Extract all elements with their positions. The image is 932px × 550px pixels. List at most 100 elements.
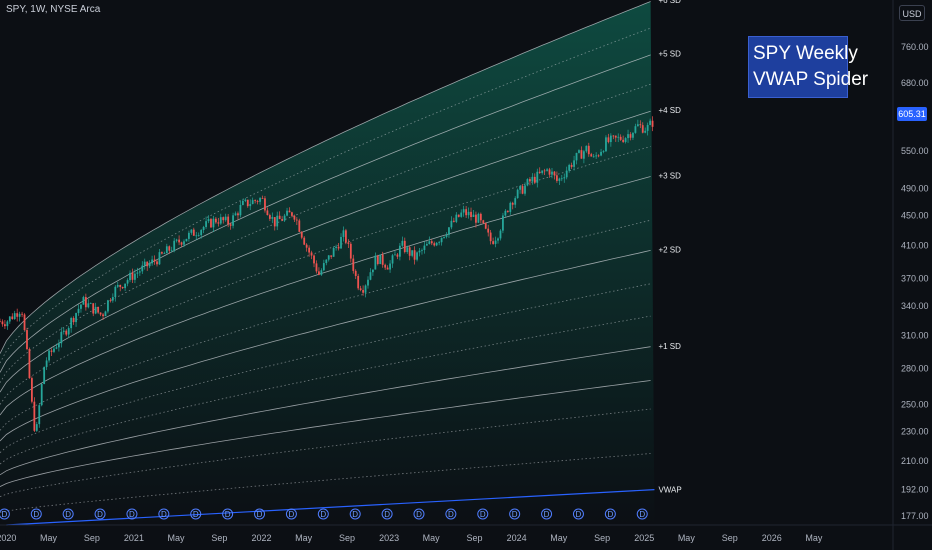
time-tick-label: May — [550, 533, 568, 543]
candle-body — [148, 263, 151, 267]
candle-body — [614, 135, 617, 138]
candle-body — [609, 135, 612, 143]
candle-body — [406, 247, 409, 253]
currency-button[interactable]: USD — [899, 5, 925, 21]
candle-body — [502, 215, 504, 231]
candle-body — [11, 316, 14, 320]
candle-body — [202, 226, 205, 231]
dividend-marker-label: D — [225, 510, 231, 519]
candle-body — [237, 213, 239, 216]
sd-band-line — [0, 346, 651, 476]
candle-body — [538, 171, 541, 173]
candle-body — [617, 136, 620, 138]
candle-body — [440, 237, 443, 243]
dividend-marker-label: D — [607, 510, 613, 519]
candle-body — [553, 171, 556, 176]
sd-band-line — [0, 380, 651, 487]
dividend-marker-label: D — [193, 510, 199, 519]
candle-body — [212, 218, 215, 228]
candle-body — [573, 160, 575, 167]
dividend-marker-label: D — [97, 510, 103, 519]
candle-body — [470, 211, 472, 217]
candle-body — [497, 238, 499, 241]
candle-body — [318, 271, 320, 275]
candle-body — [97, 306, 100, 313]
price-tick-label: 760.00 — [901, 42, 929, 52]
candle-body — [359, 288, 362, 291]
candle-body — [6, 321, 9, 327]
candle-body — [161, 252, 163, 254]
price-tick-label: 450.00 — [901, 211, 929, 221]
candle-body — [425, 243, 428, 246]
candle-body — [82, 297, 85, 305]
candle-body — [239, 204, 242, 216]
time-tick-label: May — [805, 533, 823, 543]
candle-body — [568, 164, 571, 171]
title-line-2: VWAP Spider — [753, 69, 869, 90]
candle-body — [35, 424, 38, 431]
candle-body — [214, 218, 217, 223]
candle-body — [87, 303, 90, 308]
candle-body — [506, 210, 509, 212]
candle-body — [16, 313, 19, 317]
candle-body — [531, 176, 534, 182]
price-tick-label: 250.00 — [901, 400, 929, 410]
candle-body — [43, 366, 46, 385]
candle-body — [362, 290, 364, 293]
candle-body — [379, 254, 382, 265]
candle-body — [602, 151, 605, 152]
candle-body — [266, 210, 269, 216]
candle-body — [649, 120, 652, 125]
candle-body — [509, 202, 512, 212]
candle-body — [548, 169, 551, 175]
candle-body — [99, 312, 102, 315]
dividend-marker — [158, 508, 170, 520]
dividend-marker — [381, 508, 393, 520]
candle-body — [516, 189, 519, 199]
candle-body — [129, 272, 131, 281]
candle-body — [175, 239, 178, 241]
title-line-1: SPY Weekly — [753, 43, 858, 64]
dividend-marker — [190, 508, 202, 520]
candle-body — [38, 405, 41, 425]
candle-body — [192, 229, 195, 236]
candle-body — [313, 255, 315, 264]
sd-band-label: +4 SD — [658, 106, 681, 115]
candle-body — [207, 219, 210, 222]
candle-body — [178, 239, 180, 243]
dividend-marker-label: D — [352, 510, 358, 519]
candle-body — [519, 186, 521, 190]
price-tick-label: 177.00 — [901, 511, 929, 521]
candle-body — [438, 242, 441, 244]
candle-body — [116, 284, 119, 287]
candle-body — [494, 240, 497, 244]
band-fill — [0, 1, 655, 525]
candle-body — [173, 240, 176, 251]
candle-body — [75, 313, 77, 323]
candle-body — [276, 215, 279, 227]
candle-body — [273, 217, 276, 227]
candle-body — [563, 177, 566, 179]
candle-body — [80, 304, 82, 309]
candle-body — [364, 285, 367, 293]
candle-body — [327, 255, 330, 260]
candle-body — [57, 343, 60, 348]
candle-body — [629, 134, 632, 138]
candle-body — [462, 209, 465, 213]
time-tick-label: Sep — [467, 533, 483, 543]
dividend-marker — [477, 508, 489, 520]
candle-body — [595, 155, 598, 157]
price-axis[interactable]: 760.00 680.00 550.00 490.00 450.00 410.00 370.… — [892, 0, 929, 550]
candle-body — [195, 235, 198, 237]
time-axis[interactable]: 2020 May Sep 2021 May Sep 2022 May Sep 2023 May Sep… — [0, 524, 932, 543]
dividend-marker-label: D — [512, 510, 518, 519]
candle-body — [558, 178, 561, 181]
candle-body — [418, 250, 421, 253]
candle-body — [394, 254, 396, 256]
candle-body — [65, 330, 68, 335]
candle-body — [636, 124, 639, 127]
dividend-marker-label: D — [320, 510, 326, 519]
candle-body — [23, 314, 26, 331]
candle-body — [381, 254, 384, 265]
